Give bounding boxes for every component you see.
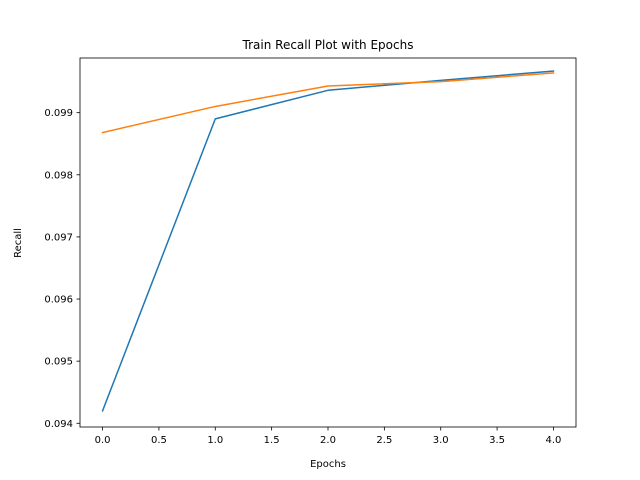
y-tick-label: 0.098	[44, 170, 73, 181]
y-tick-label: 0.096	[44, 295, 73, 306]
plot-area: 0.0 0.5 1.0 1.5 2.0 2.5 3.0 3.5 4.0 0.094 0.095 0.0…	[44, 57, 577, 446]
x-tick-label: 0.5	[151, 435, 167, 446]
y-tick-label: 0.099	[44, 108, 73, 119]
chart-title: Train Recall Plot with Epochs	[242, 38, 414, 52]
y-tick-label: 0.094	[44, 419, 73, 430]
x-tick-label: 1.0	[207, 435, 223, 446]
x-tick-label: 0.0	[95, 435, 111, 446]
x-tick-label: 3.5	[489, 435, 505, 446]
x-tick-label: 4.0	[546, 435, 562, 446]
y-axis-title: Recall	[13, 228, 24, 258]
y-tick-label: 0.095	[44, 357, 73, 368]
x-tick-label: 3.0	[433, 435, 449, 446]
x-tick-label: 2.5	[376, 435, 392, 446]
x-axis-title: Epochs	[310, 459, 346, 470]
x-tick-label: 2.0	[320, 435, 336, 446]
y-tick-label: 0.097	[44, 232, 73, 243]
series-line-1	[101, 70, 555, 412]
x-tick-label: 1.5	[264, 435, 280, 446]
series-line-2	[101, 72, 555, 134]
